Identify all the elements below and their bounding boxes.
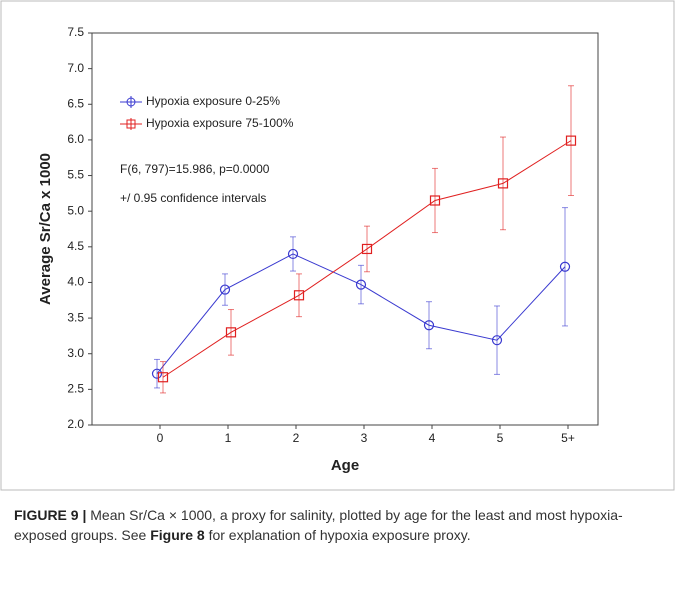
caption-text: Mean Sr/Ca × 1000, a proxy for salinity,… bbox=[14, 507, 623, 543]
y-tick-label: 6.0 bbox=[67, 132, 84, 146]
y-tick-label: 4.0 bbox=[67, 275, 84, 289]
caption-label: FIGURE 9 | bbox=[14, 507, 87, 523]
marker bbox=[219, 284, 231, 295]
x-tick-label: 0 bbox=[157, 431, 164, 445]
x-tick-label: 2 bbox=[293, 431, 300, 445]
y-tick-label: 7.5 bbox=[67, 25, 84, 39]
marker bbox=[293, 290, 305, 301]
annotation: F(6, 797)=15.986, p=0.0000 bbox=[120, 162, 270, 176]
legend-label: Hypoxia exposure 0-25% bbox=[146, 94, 280, 108]
x-axis-label: Age bbox=[331, 457, 359, 474]
plot-frame bbox=[91, 32, 599, 426]
marker bbox=[491, 335, 503, 346]
annotation: +/ 0.95 confidence intervals bbox=[120, 191, 266, 205]
y-tick-label: 5.0 bbox=[67, 203, 84, 217]
legend-label: Hypoxia exposure 75-100% bbox=[146, 116, 294, 130]
marker bbox=[287, 248, 299, 260]
marker bbox=[565, 135, 577, 146]
x-tick-label: 5 bbox=[497, 431, 504, 445]
marker bbox=[157, 372, 169, 383]
y-tick-label: 2.0 bbox=[67, 417, 84, 431]
marker bbox=[361, 243, 373, 255]
y-tick-label: 4.5 bbox=[67, 239, 84, 253]
x-tick-label: 1 bbox=[225, 431, 232, 445]
x-tick-label: 4 bbox=[429, 431, 436, 445]
legend-marker bbox=[126, 97, 136, 107]
y-tick-label: 3.5 bbox=[67, 310, 84, 324]
marker bbox=[225, 327, 237, 338]
y-tick-label: 2.5 bbox=[67, 382, 84, 396]
y-axis-label: Average Sr/Ca x 1000 bbox=[37, 153, 54, 305]
y-tick-label: 3.0 bbox=[67, 346, 84, 360]
legend-marker bbox=[126, 119, 136, 129]
x-tick-label: 5+ bbox=[561, 431, 575, 445]
caption-text: for explanation of hypoxia exposure prox… bbox=[208, 527, 471, 543]
caption-ref: Figure 8 bbox=[150, 527, 205, 543]
marker bbox=[429, 195, 441, 206]
marker bbox=[151, 368, 163, 379]
chart: Age Average Sr/Ca x 1000 F(6, 797)=15.98… bbox=[0, 0, 675, 491]
marker bbox=[497, 178, 509, 189]
figure-frame bbox=[0, 0, 675, 491]
marker bbox=[559, 261, 571, 272]
y-tick-label: 5.5 bbox=[67, 168, 84, 182]
marker bbox=[355, 279, 367, 290]
marker bbox=[423, 320, 435, 331]
caption: FIGURE 9 | Mean Sr/Ca × 1000, a proxy fo… bbox=[14, 505, 662, 545]
y-tick-label: 7.0 bbox=[67, 61, 84, 75]
y-tick-label: 6.5 bbox=[67, 96, 84, 110]
x-tick-label: 3 bbox=[361, 431, 368, 445]
